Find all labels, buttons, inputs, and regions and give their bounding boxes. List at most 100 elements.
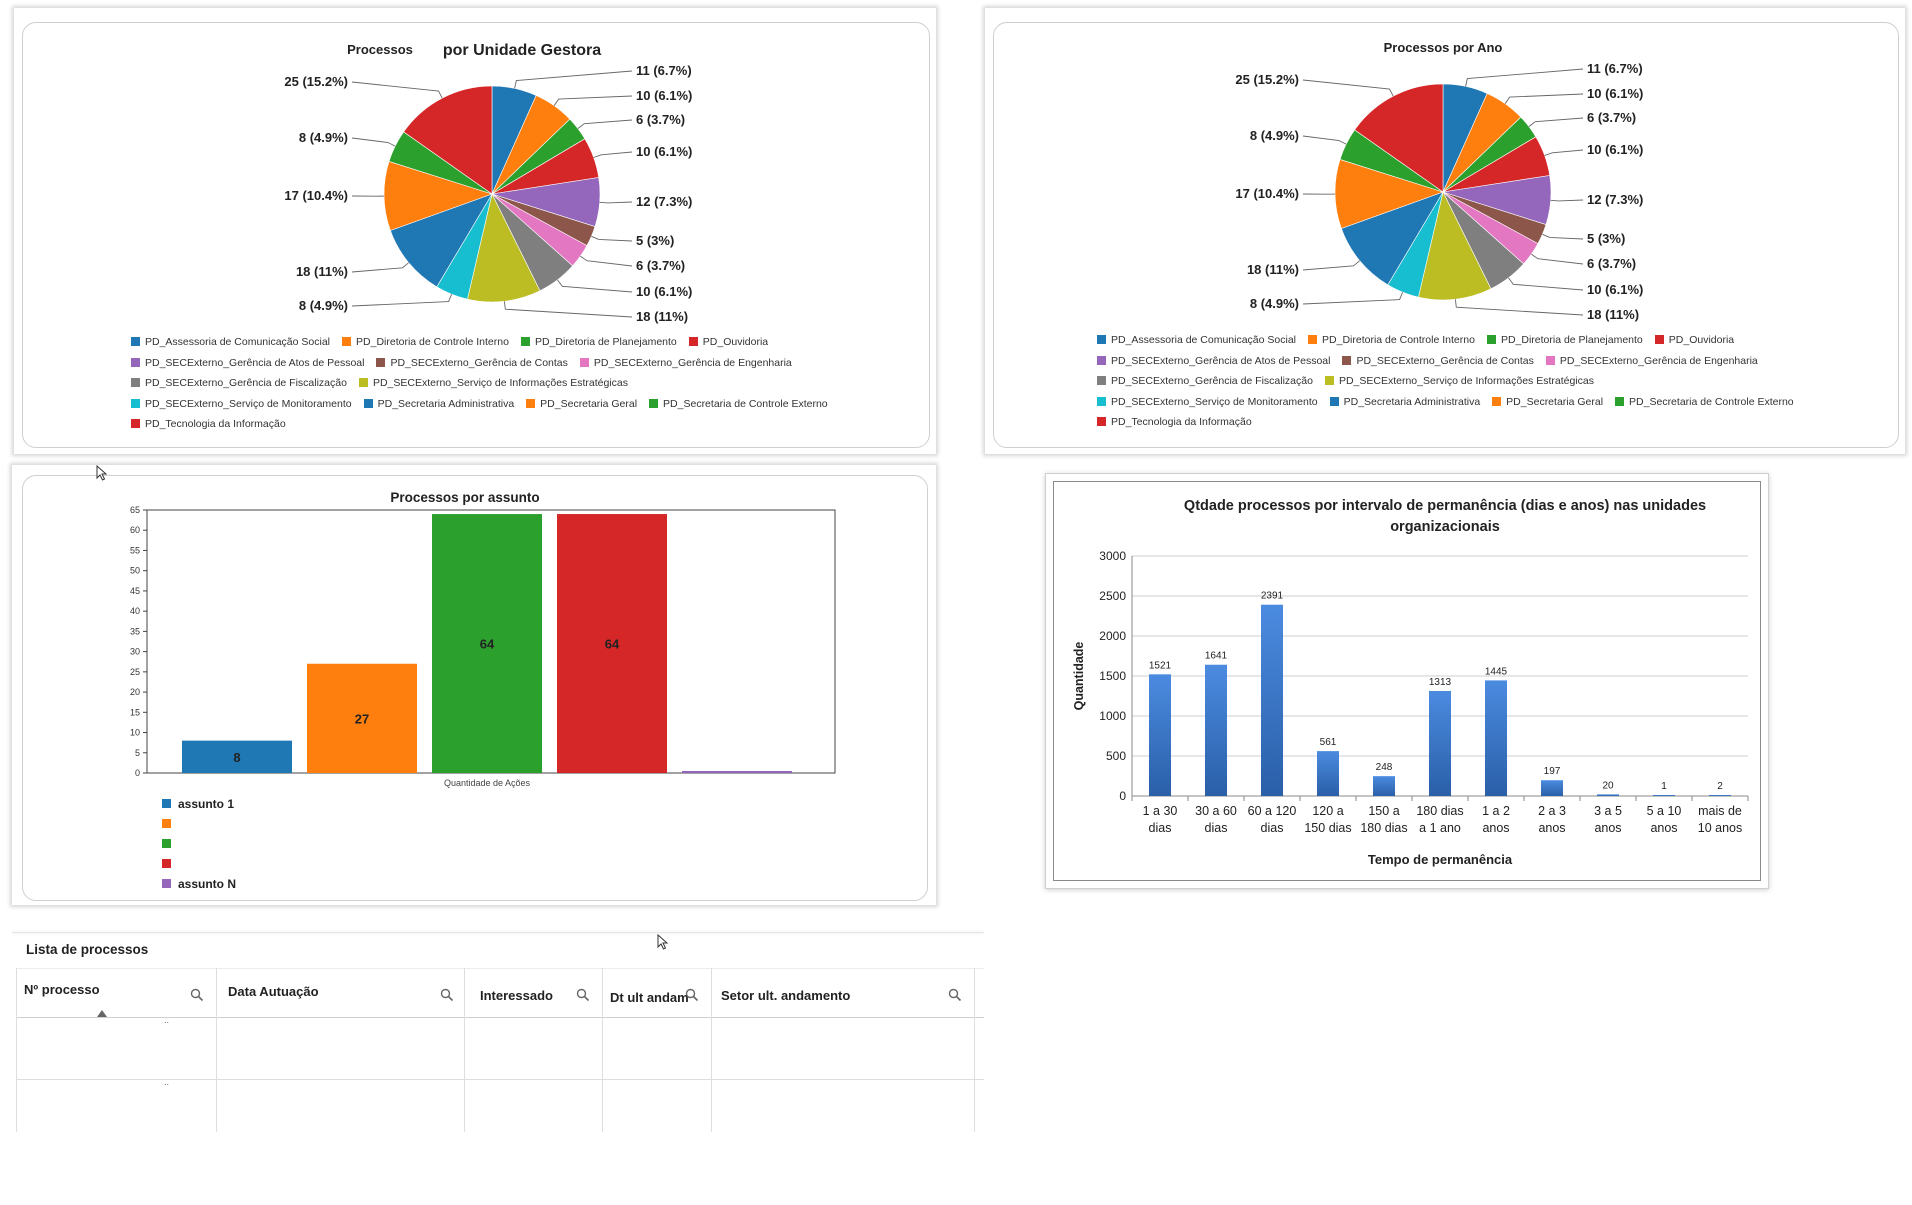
legend-item[interactable]: PD_Ouvidoria — [688, 332, 768, 353]
bar[interactable] — [182, 740, 292, 773]
legend-swatch — [688, 337, 698, 346]
bar[interactable] — [1205, 664, 1227, 796]
bar[interactable] — [1541, 780, 1563, 796]
bar[interactable] — [1709, 795, 1731, 796]
pie-data-label: 10 (6.1%) — [636, 88, 692, 103]
legend-row: PD_SECExterno_Gerência de Fiscalização PD… — [1097, 371, 1887, 392]
bar[interactable] — [432, 514, 542, 773]
pie-data-label: 18 (11%) — [1247, 262, 1299, 277]
pie-slice[interactable] — [467, 193, 541, 303]
legend-item[interactable]: PD_SECExterno_Serviço de Informações Est… — [358, 373, 628, 394]
pie-slice[interactable] — [1354, 83, 1444, 193]
legend-swatch — [131, 337, 140, 346]
legend-label: PD_SECExterno_Serviço de Monitoramento — [1111, 395, 1318, 408]
legend-item[interactable]: PD_Secretaria Administrativa — [1329, 392, 1480, 413]
bar[interactable] — [1597, 794, 1619, 796]
bar[interactable] — [682, 770, 792, 773]
table-row[interactable]: .. — [16, 1077, 974, 1132]
bar[interactable] — [1149, 674, 1171, 796]
legend-item[interactable]: PD_Secretaria Administrativa — [363, 394, 514, 415]
bar[interactable] — [1373, 776, 1395, 796]
legend-item[interactable]: PD_SECExterno_Serviço de Informações Est… — [1324, 371, 1594, 392]
pie-slice[interactable] — [389, 193, 493, 288]
bar[interactable] — [1653, 795, 1675, 796]
legend-item[interactable]: PD_SECExterno_Gerência de Contas — [376, 353, 568, 374]
pie-leader-line — [1531, 253, 1584, 265]
x-tick-label: anos — [1482, 821, 1509, 835]
col-header-dt-ult-andam[interactable]: Dt ult andam — [610, 990, 689, 1005]
legend-item[interactable]: PD_Secretaria Geral — [526, 394, 637, 415]
legend-item[interactable]: PD_Ouvidoria — [1654, 330, 1734, 351]
legend-item[interactable]: PD_Diretoria de Planejamento — [1486, 330, 1643, 351]
chart-title-part1: Processos — [347, 42, 413, 57]
bar[interactable] — [1429, 690, 1451, 796]
bar-data-label: 1521 — [1149, 660, 1172, 671]
legend-item[interactable]: PD_SECExterno_Gerência de Atos de Pessoa… — [131, 353, 364, 374]
pie-data-label: 18 (11%) — [296, 264, 348, 279]
legend-item[interactable]: PD_SECExterno_Gerência de Engenharia — [579, 353, 792, 374]
bar[interactable] — [1485, 680, 1507, 796]
pie-data-label: 5 (3%) — [1587, 231, 1625, 246]
table-row[interactable]: .. — [16, 1015, 974, 1079]
legend-item[interactable]: PD_SECExterno_Serviço de Monitoramento — [1097, 392, 1318, 413]
legend-label: PD_Secretaria de Controle Externo — [1629, 395, 1794, 408]
bar-data-label: 27 — [355, 711, 369, 726]
legend-label: PD_Tecnologia da Informação — [1111, 416, 1252, 428]
legend-item[interactable]: PD_SECExterno_Gerência de Fiscalização — [1097, 371, 1313, 392]
search-icon[interactable] — [948, 988, 962, 1002]
pie-leader-line — [1302, 79, 1394, 97]
legend-item[interactable]: PD_Secretaria Geral — [1492, 392, 1603, 413]
x-tick-label: 60 a 120 — [1248, 804, 1297, 818]
table-cell: .. — [164, 1015, 170, 1025]
legend-item[interactable]: PD_SECExterno_Gerência de Engenharia — [1545, 351, 1758, 372]
bar[interactable] — [557, 514, 667, 773]
search-icon[interactable] — [685, 988, 699, 1002]
legend-item[interactable]: PD_Tecnologia da Informação — [1097, 412, 1252, 433]
legend-item[interactable]: PD_SECExterno_Gerência de Contas — [1342, 351, 1534, 372]
col-header-numero[interactable]: Nº processo — [24, 982, 100, 997]
pie-data-label: 25 (15.2%) — [1235, 72, 1299, 87]
y-tick-label: 0 — [1119, 789, 1126, 803]
col-header-data-autuacao[interactable]: Data Autuação — [228, 984, 319, 999]
search-icon[interactable] — [190, 988, 204, 1002]
bar[interactable] — [1317, 751, 1339, 796]
pie-panel-ano: Processos por Ano 11 (6.7%) 10 (6.1%) 6 (3.… — [985, 8, 1905, 454]
legend-item[interactable]: PD_Secretaria de Controle Externo — [1615, 392, 1794, 413]
legend-item[interactable]: PD_Assessoria de Comunicação Social — [131, 332, 330, 353]
x-tick-label: 1 a 30 — [1143, 804, 1178, 818]
search-icon[interactable] — [576, 988, 590, 1002]
legend-item[interactable]: PD_Diretoria de Controle Interno — [342, 332, 509, 353]
x-tick-label: mais de — [1698, 804, 1742, 818]
sort-ascending-icon[interactable] — [97, 1010, 107, 1017]
legend-item[interactable]: PD_Assessoria de Comunicação Social — [1097, 330, 1296, 351]
pie-slice[interactable] — [403, 85, 493, 195]
y-tick-label: 25 — [130, 667, 140, 677]
pie-leader-line — [593, 151, 633, 158]
x-tick-label: 180 dias — [1360, 821, 1407, 835]
legend-item[interactable]: PD_Diretoria de Planejamento — [520, 332, 677, 353]
bar[interactable] — [307, 663, 417, 773]
pie-leader-line — [1544, 149, 1584, 156]
pie-slice[interactable] — [383, 161, 493, 231]
legend-item[interactable]: PD_Diretoria de Controle Interno — [1308, 330, 1475, 351]
legend-item[interactable]: PD_Secretaria de Controle Externo — [649, 394, 828, 415]
legend-item[interactable]: PD_SECExterno_Serviço de Monitoramento — [131, 394, 352, 415]
pie-data-label: 10 (6.1%) — [1587, 142, 1643, 157]
pie-data-label: 10 (6.1%) — [1587, 282, 1643, 297]
legend-item[interactable]: PD_SECExterno_Gerência de Atos de Pessoa… — [1097, 351, 1330, 372]
pie-slice[interactable] — [1340, 191, 1444, 286]
bar[interactable] — [1261, 604, 1283, 796]
legend-row: PD_Assessoria de Comunicação Social PD_Di… — [1097, 330, 1887, 351]
legend-row: PD_SECExterno_Gerência de Atos de Pessoa… — [131, 353, 921, 374]
legend-label: PD_Assessoria de Comunicação Social — [1111, 334, 1297, 346]
pie-slice[interactable] — [1418, 191, 1492, 301]
col-header-setor[interactable]: Setor ult. andamento — [721, 988, 851, 1003]
search-icon[interactable] — [440, 988, 454, 1002]
col-header-interessado[interactable]: Interessado — [480, 988, 553, 1003]
pie-leader-line — [1550, 199, 1584, 202]
legend-label: PD_Tecnologia da Informação — [145, 418, 286, 430]
pie-slice[interactable] — [1334, 159, 1444, 229]
legend-item[interactable]: PD_Tecnologia da Informação — [131, 414, 286, 435]
pie-data-label: 10 (6.1%) — [1587, 86, 1643, 101]
legend-item[interactable]: PD_SECExterno_Gerência de Fiscalização — [131, 373, 347, 394]
